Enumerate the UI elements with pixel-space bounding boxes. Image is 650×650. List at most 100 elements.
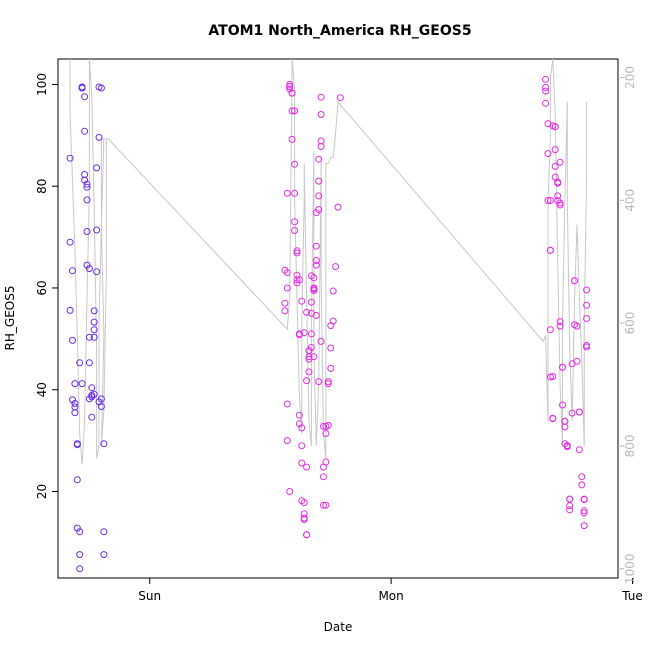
- data-point: [307, 298, 315, 306]
- data-point: [298, 442, 306, 450]
- data-point: [561, 417, 569, 425]
- data-point: [551, 162, 559, 170]
- data-point: [556, 322, 564, 330]
- data-point: [69, 336, 76, 344]
- data-point: [578, 473, 586, 481]
- plot-frame: [57, 58, 619, 579]
- data-point: [563, 443, 571, 451]
- data-point: [83, 180, 91, 188]
- data-point: [283, 189, 291, 197]
- data-point: [580, 507, 588, 515]
- data-point: [97, 403, 105, 410]
- data-point: [303, 531, 311, 539]
- data-point: [542, 99, 550, 107]
- data-point: [295, 276, 303, 284]
- data-point: [305, 368, 313, 376]
- data-point: [281, 299, 289, 307]
- data-point: [283, 269, 291, 277]
- data-point: [583, 315, 591, 322]
- data-point: [546, 197, 554, 204]
- data-point: [575, 446, 583, 454]
- data-point: [320, 501, 327, 509]
- data-point: [542, 84, 550, 91]
- data-point: [578, 481, 586, 489]
- data-point: [336, 94, 344, 102]
- data-point: [310, 353, 318, 361]
- data-point: [327, 364, 335, 372]
- data-point: [551, 146, 559, 154]
- data-point: [320, 422, 327, 430]
- data-point: [312, 261, 320, 269]
- data-point: [93, 164, 101, 172]
- data-point: [76, 528, 84, 536]
- data-point: [332, 263, 340, 271]
- data-point: [90, 333, 98, 341]
- data-point: [312, 242, 320, 250]
- data-point: [317, 93, 325, 101]
- y-tick-label: 20: [35, 484, 49, 499]
- data-point: [559, 363, 566, 371]
- data-point: [66, 154, 74, 162]
- chart-title: ATOM1 North_America RH_GEOS5: [208, 23, 471, 39]
- data-point: [322, 501, 330, 509]
- data-point: [93, 268, 101, 276]
- data-point: [97, 84, 105, 92]
- data-point: [310, 284, 318, 292]
- y-tick-label: 60: [35, 280, 49, 295]
- y-tick-label: 40: [35, 382, 49, 397]
- data-point: [83, 183, 91, 191]
- y-tick-label: 100: [35, 73, 49, 96]
- data-point: [315, 206, 323, 214]
- data-point: [291, 227, 299, 234]
- data-point: [334, 203, 342, 211]
- data-point: [324, 378, 332, 386]
- data-point: [556, 199, 564, 207]
- data-point: [293, 249, 301, 257]
- data-point: [322, 430, 330, 437]
- data-point: [286, 80, 294, 88]
- data-point: [312, 311, 320, 319]
- data-point: [66, 238, 74, 246]
- data-point: [324, 380, 332, 388]
- data-point: [78, 84, 86, 92]
- data-point: [544, 150, 552, 158]
- data-point: [83, 196, 91, 204]
- data-point: [554, 179, 562, 187]
- data-point: [583, 343, 591, 351]
- data-point: [583, 301, 591, 309]
- data-point: [317, 337, 325, 345]
- data-point: [71, 400, 79, 407]
- data-point: [83, 261, 91, 269]
- data-point: [90, 307, 98, 315]
- data-point: [322, 458, 330, 466]
- data-point: [90, 318, 98, 326]
- data-point: [300, 329, 308, 337]
- data-point: [88, 413, 96, 421]
- data-point: [317, 137, 325, 145]
- data-point: [542, 87, 550, 95]
- data-point: [76, 551, 84, 559]
- pressure-line: [69, 58, 588, 465]
- data-point: [571, 277, 579, 285]
- pressure-line-layer: [69, 58, 588, 465]
- data-point: [307, 272, 315, 280]
- data-point: [69, 267, 76, 275]
- data-point: [566, 506, 574, 514]
- data-point: [546, 326, 554, 334]
- data-point: [69, 396, 76, 404]
- data-point: [549, 373, 557, 380]
- data-point: [81, 127, 89, 135]
- data-point: [85, 333, 93, 341]
- data-point: [95, 133, 103, 141]
- data-point: [283, 400, 291, 408]
- data-point: [542, 75, 550, 83]
- data-point: [315, 155, 323, 163]
- data-point: [293, 247, 301, 255]
- data-point: [90, 390, 98, 398]
- data-point: [298, 424, 306, 432]
- data-point: [286, 83, 294, 90]
- data-point: [559, 401, 566, 409]
- data-point: [78, 380, 86, 388]
- data-point: [85, 359, 93, 367]
